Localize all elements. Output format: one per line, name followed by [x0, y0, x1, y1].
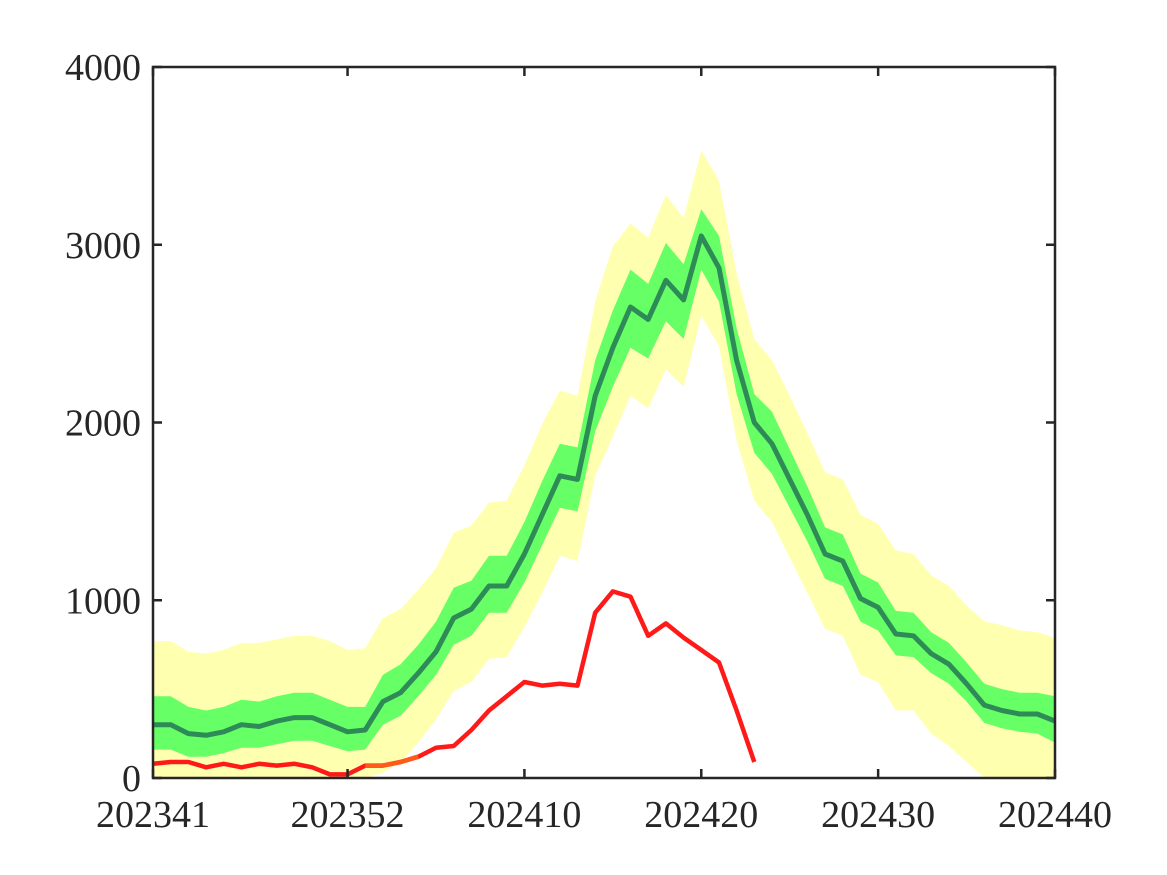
- x-tick-label: 202410: [467, 794, 581, 836]
- uncertainty-bands: [153, 150, 1055, 778]
- y-tick-label: 0: [122, 758, 141, 800]
- x-axis: 202341 202352 202410 202420 202430 202440: [96, 67, 1112, 836]
- series-lines: [152, 233, 1056, 777]
- y-axis: 0 1000 2000 3000 4000: [65, 47, 1055, 800]
- outer-uncertainty-band: [153, 150, 1055, 778]
- y-tick-label: 4000: [65, 47, 141, 89]
- x-tick-label: 202440: [998, 794, 1112, 836]
- y-tick-label: 1000: [65, 580, 141, 622]
- x-tick-label: 202420: [644, 794, 758, 836]
- y-tick-label: 3000: [65, 225, 141, 267]
- observed-line: [152, 589, 757, 777]
- x-tick-label: 202352: [291, 794, 405, 836]
- x-tick-label: 202430: [821, 794, 935, 836]
- median-forecast-line: [153, 233, 1056, 738]
- observed-line-overlap-segment: [365, 754, 419, 768]
- x-tick-label: 202341: [96, 794, 210, 836]
- y-tick-label: 2000: [65, 403, 141, 445]
- inner-uncertainty-band: [153, 209, 1055, 757]
